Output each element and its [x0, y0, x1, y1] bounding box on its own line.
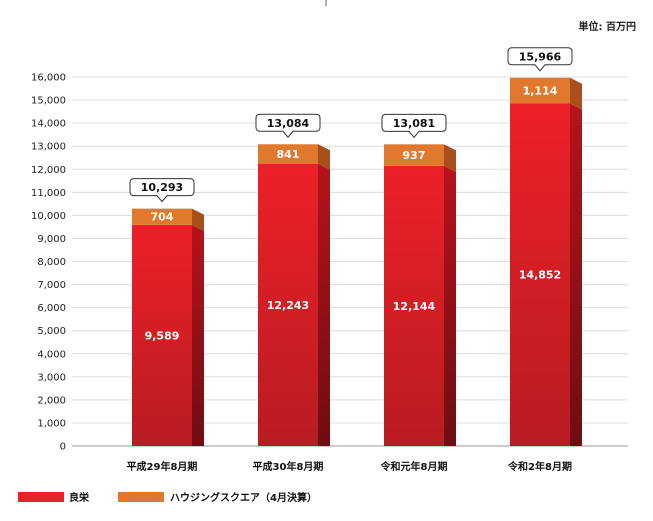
y-tick-label: 2,000 [37, 395, 66, 406]
y-tick-label: 1,000 [37, 418, 66, 429]
legend-label-housing-square: ハウジングスクエア（4月決算） [170, 491, 317, 504]
y-tick-label: 11,000 [31, 188, 66, 199]
bar-housing-square [258, 144, 318, 164]
bar-side-housing-square [318, 144, 330, 170]
bar-ryoei [384, 165, 444, 446]
y-tick-label: 5,000 [37, 326, 66, 337]
bar-group: 14,852 1,114 15,966 [507, 47, 582, 446]
total-label: 13,084 [267, 117, 310, 130]
y-tick-label: 0 [60, 442, 66, 453]
data-label-ryoei: 12,144 [393, 300, 436, 313]
bar-ryoei [258, 163, 318, 446]
legend-label-ryoei: 良栄 [69, 491, 90, 504]
legend: 良栄 ハウジングスクエア（4月決算） [18, 491, 317, 504]
total-callout [507, 47, 573, 72]
total-callout [381, 113, 447, 139]
total-callout [255, 113, 321, 139]
y-tick-label: 16,000 [31, 73, 66, 84]
y-tick-label: 14,000 [31, 119, 66, 130]
x-tick-label: 平成29年8月期 [127, 460, 198, 473]
data-label-housing-square: 841 [277, 148, 300, 161]
y-tick-label: 12,000 [31, 165, 66, 176]
bar-side-ryoei [318, 163, 330, 446]
x-axis-labels: 平成29年8月期 平成30年8月期 令和元年8月期 令和2年8月期 [127, 460, 572, 473]
y-tick-label: 13,000 [31, 142, 66, 153]
bars: 9,589 704 10,293 12,243 841 13,084 12,144 937 13… [129, 47, 582, 446]
x-tick-label: 平成30年8月期 [253, 460, 324, 473]
y-tick-label: 4,000 [37, 349, 66, 360]
data-label-ryoei: 12,243 [267, 299, 309, 312]
y-tick-label: 15,000 [31, 96, 66, 107]
bar-side-housing-square [570, 77, 582, 110]
bar-side-housing-square [444, 144, 456, 172]
data-label-housing-square: 937 [403, 149, 426, 162]
data-label-housing-square: 1,114 [523, 85, 558, 98]
total-label: 15,966 [519, 50, 562, 63]
y-axis-ticks: 0 1,000 2,000 3,000 4,000 5,000 6,000 7,000 8,00… [31, 73, 66, 453]
bar-ryoei [510, 103, 570, 446]
y-tick-label: 9,000 [37, 234, 66, 245]
bar-side-housing-square [192, 208, 204, 231]
unit-label: 単位: 百万円 [579, 20, 636, 33]
total-callout [129, 178, 195, 203]
legend-swatch-ryoei [18, 492, 64, 502]
y-tick-label: 6,000 [37, 303, 66, 314]
bar-group: 9,589 704 10,293 [129, 178, 204, 446]
data-label-ryoei: 14,852 [519, 269, 561, 282]
data-label-ryoei: 9,589 [145, 329, 180, 342]
total-label: 13,081 [393, 117, 435, 130]
x-tick-label: 令和2年8月期 [507, 460, 572, 473]
y-tick-label: 3,000 [37, 372, 66, 383]
bar-housing-square [384, 144, 444, 166]
total-label: 10,293 [141, 181, 183, 194]
bar-housing-square [510, 77, 570, 104]
bar-housing-square [132, 208, 192, 225]
legend-swatch-housing-square [118, 492, 164, 502]
bar-group: 12,243 841 13,084 [255, 113, 330, 446]
y-tick-label: 10,000 [31, 211, 66, 222]
bar-side-ryoei [192, 224, 204, 446]
bar-group: 12,144 937 13,081 [381, 113, 456, 446]
bar-ryoei [132, 224, 192, 446]
bar-side-ryoei [444, 165, 456, 446]
bar-side-ryoei [570, 103, 582, 446]
y-tick-label: 8,000 [37, 257, 66, 268]
data-label-housing-square: 704 [151, 211, 174, 224]
x-tick-label: 令和元年8月期 [380, 460, 448, 473]
y-tick-label: 7,000 [37, 280, 66, 291]
